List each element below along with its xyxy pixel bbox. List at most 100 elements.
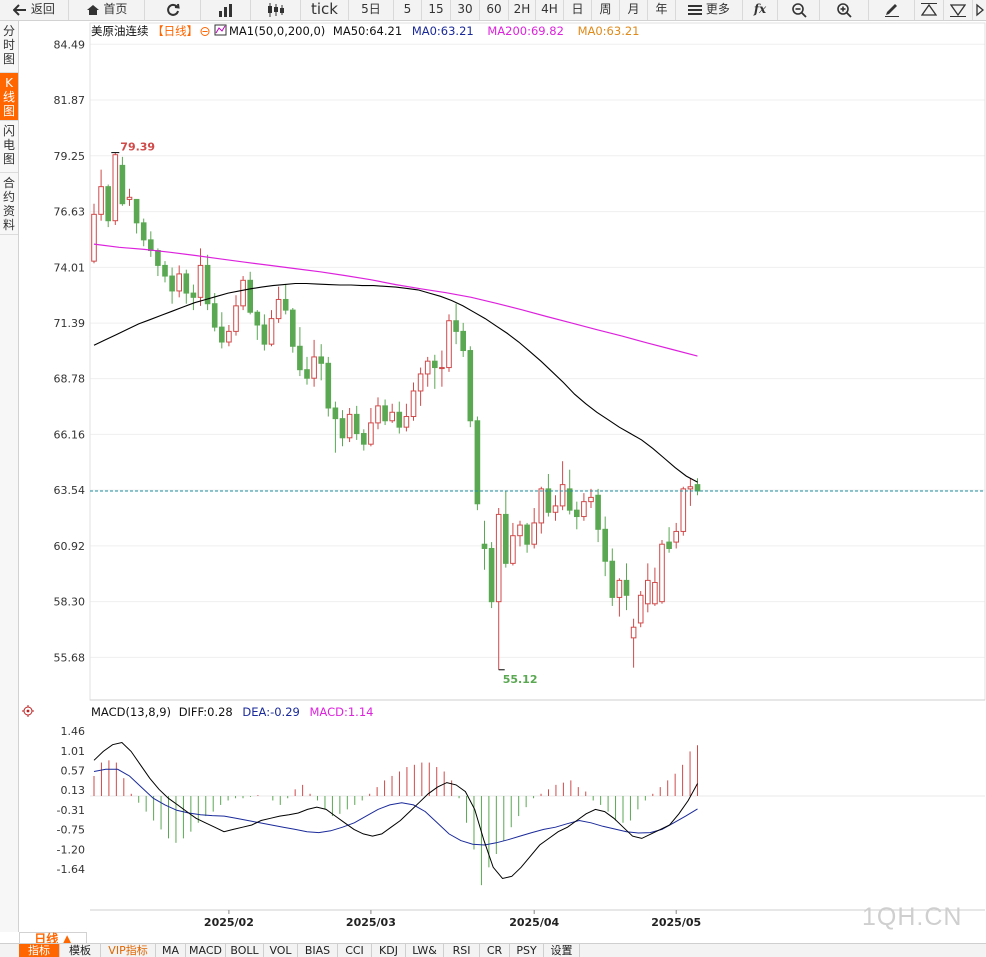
indicator-tab-cr[interactable]: CR: [480, 944, 510, 957]
draw-button[interactable]: [869, 0, 915, 20]
period-4h[interactable]: 4H: [536, 0, 564, 20]
fx-button[interactable]: fx: [743, 0, 778, 20]
low-label: 55.12: [503, 673, 538, 686]
period-day[interactable]: 日: [564, 0, 592, 20]
dea-value: DEA:-0.29: [242, 705, 299, 719]
candle-body: [602, 528, 609, 562]
candle-body: [148, 239, 154, 252]
macd-y-tick-label: -0.75: [57, 823, 85, 836]
candle-body: [247, 279, 253, 313]
period-30[interactable]: 30: [451, 0, 480, 20]
refresh-icon: [166, 3, 180, 16]
indicator-tab-ma[interactable]: MA: [156, 944, 186, 957]
indicator-tab-macd[interactable]: MACD: [186, 944, 226, 957]
toolbar: 返回 首页 tick 5日 5 15 30 60 2H 4H 日 周 月 年 更…: [0, 0, 986, 21]
candle-body: [637, 594, 644, 624]
main-y-tick-label: 81.87: [54, 94, 86, 107]
back-button[interactable]: 返回: [0, 0, 69, 20]
macd-histogram: [93, 745, 698, 886]
candle-body: [595, 494, 601, 530]
candle-body: [169, 275, 175, 292]
macd-y-tick-label: -1.64: [57, 863, 85, 876]
macd-settings-icon[interactable]: [22, 705, 34, 717]
indicator-tab-templates[interactable]: 模板: [60, 944, 101, 957]
candlestick-button[interactable]: [251, 0, 301, 20]
ma200-value: MA200:69.82: [487, 24, 564, 38]
candle-body: [474, 420, 481, 505]
period-15[interactable]: 15: [422, 0, 451, 20]
sidebar-item-contract-info[interactable]: 合约资料: [0, 173, 18, 235]
indicator-tab-vip[interactable]: VIP指标: [101, 944, 156, 957]
candle-body: [282, 298, 289, 311]
zoom-in-button[interactable]: [820, 0, 869, 20]
date-label: 2025/02: [204, 916, 254, 929]
main-y-tick-label: 71.39: [54, 317, 86, 330]
triangle-down-icon: [949, 3, 967, 17]
candle-body: [673, 530, 680, 543]
zoom-out-button[interactable]: [778, 0, 820, 20]
legend-period: 【日线】: [152, 24, 198, 38]
chart-area[interactable]: 84.49 81.87 79.25 76.63 74.01 71.39 68.78 66.16…: [19, 21, 986, 932]
macd-value: MACD:1.14: [310, 705, 374, 719]
main-grid: [90, 43, 985, 658]
candle-body: [517, 524, 523, 537]
instrument-name: 美原油连续: [91, 24, 149, 38]
candle-body: [233, 305, 239, 332]
refresh-button[interactable]: [145, 0, 201, 20]
candle-body: [552, 505, 559, 513]
candle-body: [219, 326, 225, 343]
candle-body: [190, 292, 197, 298]
sidebar-item-flash-chart[interactable]: 闪电图: [0, 121, 18, 173]
period-year[interactable]: 年: [648, 0, 676, 20]
home-icon: [86, 4, 99, 15]
candle-body: [538, 488, 545, 524]
candle-body: [403, 416, 410, 428]
period-2h[interactable]: 2H: [509, 0, 536, 20]
candle-body: [275, 298, 282, 320]
main-y-tick-label: 66.16: [54, 428, 86, 441]
home-button[interactable]: 首页: [69, 0, 145, 20]
candle-body: [375, 405, 381, 424]
chart-type-icon[interactable]: [214, 24, 227, 36]
scroll-down-button[interactable]: [944, 0, 973, 20]
indicator-tab-settings[interactable]: 设置: [544, 944, 580, 957]
date-label: 2025/04: [509, 916, 559, 929]
indicator-tab-psy[interactable]: PSY: [510, 944, 544, 957]
indicator-tab-lw[interactable]: LW&: [406, 944, 444, 957]
bar-chart-button[interactable]: [201, 0, 251, 20]
bottom-bar: 日线 ▲ 指标 模板 VIP指标 MA MACD BOLL VOL BIAS C…: [0, 932, 986, 957]
candle-body: [119, 164, 126, 205]
indicator-tab-kdj[interactable]: KDJ: [372, 944, 406, 957]
indicator-tab-vol[interactable]: VOL: [264, 944, 298, 957]
indicator-tab-bias[interactable]: BIAS: [298, 944, 338, 957]
candle-body: [566, 488, 573, 511]
macd-legend: MACD(13,8,9) DIFF:0.28 DEA:-0.29 MACD:1.…: [91, 705, 373, 719]
tick-button[interactable]: tick: [301, 0, 349, 20]
candle-body: [623, 579, 630, 596]
period-week[interactable]: 周: [592, 0, 620, 20]
candles: [91, 152, 701, 670]
candle-body: [630, 626, 637, 639]
period-5d[interactable]: 5日: [349, 0, 394, 20]
indicator-tab-cci[interactable]: CCI: [338, 944, 372, 957]
period-60[interactable]: 60: [480, 0, 509, 20]
triangle-right-icon: [975, 3, 984, 16]
period-month[interactable]: 月: [620, 0, 648, 20]
candle-body: [694, 484, 701, 492]
indicator-tab-boll[interactable]: BOLL: [226, 944, 264, 957]
candle-body: [140, 222, 147, 241]
diff-value: DIFF:0.28: [179, 705, 233, 719]
sidebar-item-time-sharing[interactable]: 分时图: [0, 21, 18, 73]
high-label: 79.39: [120, 141, 155, 154]
period-5[interactable]: 5: [394, 0, 422, 20]
candle-body: [346, 413, 353, 439]
date-label: 2025/03: [346, 916, 396, 929]
more-button[interactable]: 更多: [676, 0, 743, 20]
indicator-tab-rsi[interactable]: RSI: [444, 944, 480, 957]
toolbar-overflow[interactable]: [973, 0, 986, 20]
indicator-tab-indicators[interactable]: 指标: [19, 944, 60, 957]
legend-settings-icon[interactable]: [200, 27, 210, 36]
candle-body: [361, 433, 367, 445]
scroll-up-button[interactable]: [915, 0, 944, 20]
